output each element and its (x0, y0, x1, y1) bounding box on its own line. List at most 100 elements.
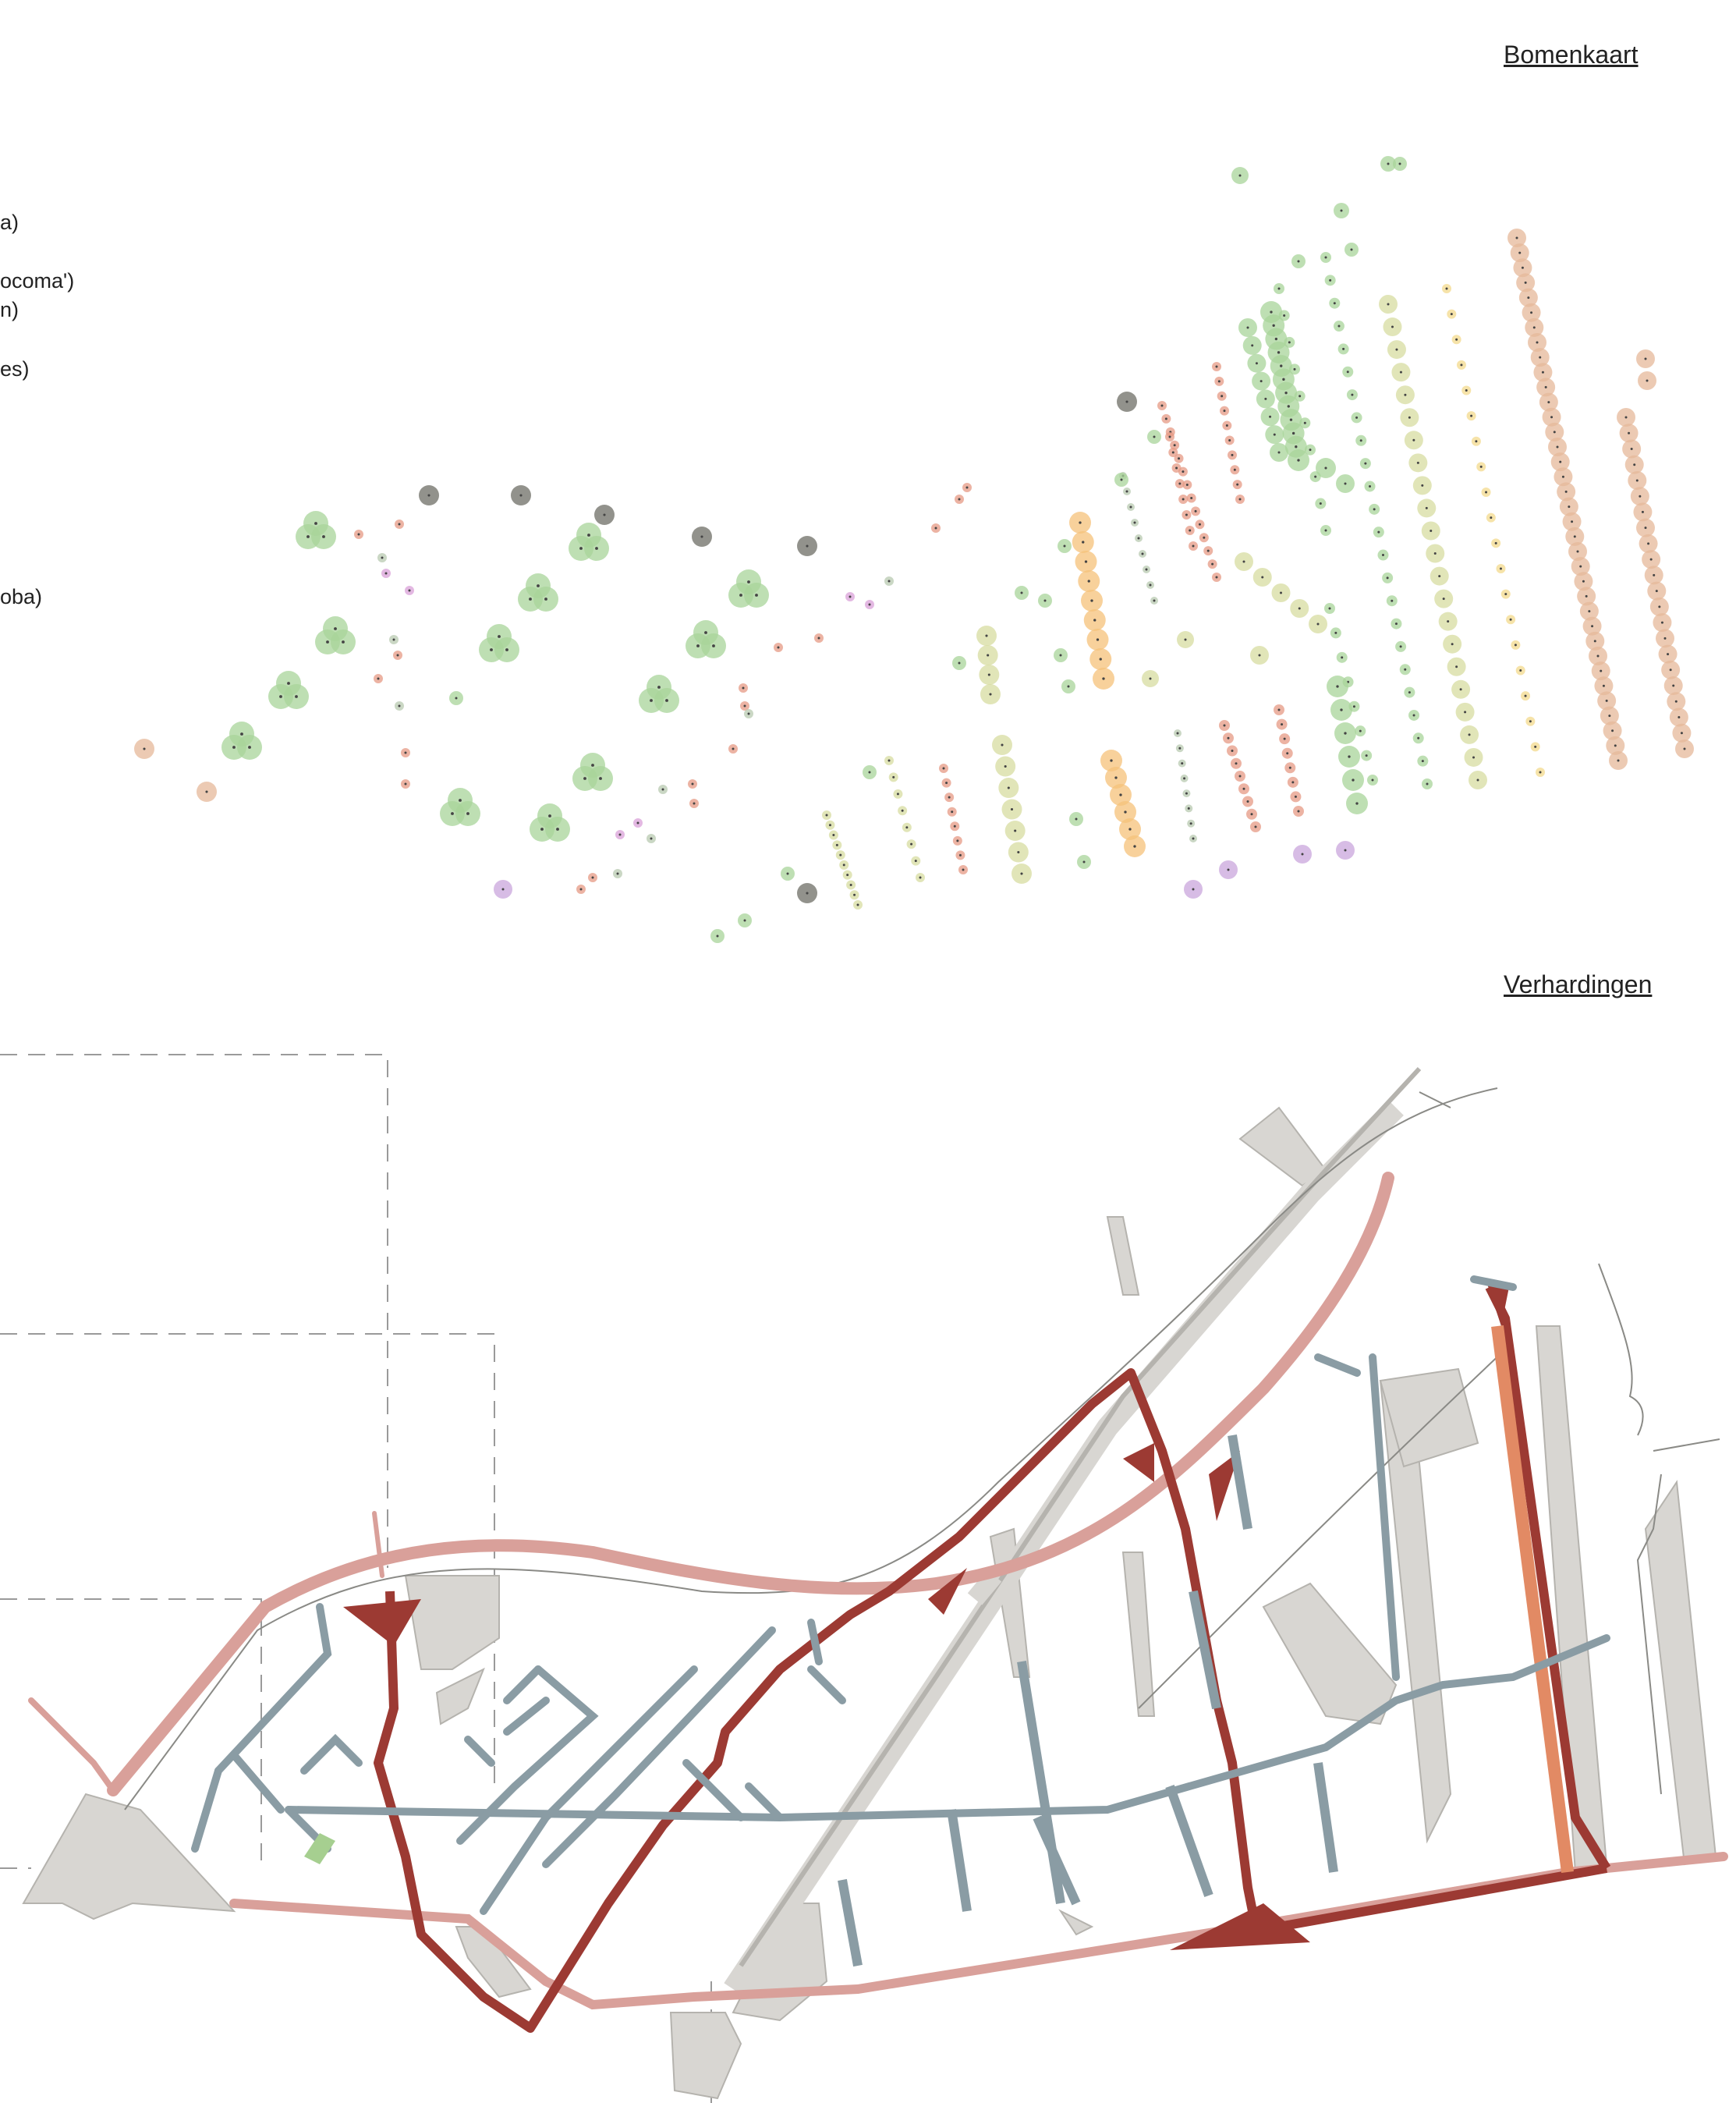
tree-icon (1451, 679, 1471, 699)
tree-icon (692, 527, 712, 547)
tree-icon (1338, 746, 1360, 768)
tree-icon (1518, 288, 1538, 307)
tree-icon (1185, 804, 1193, 813)
tree-icon (374, 674, 383, 683)
tree-icon (381, 569, 391, 578)
tree-icon (1230, 465, 1240, 475)
tree-icon (1628, 470, 1647, 490)
tree-icon (1464, 747, 1483, 767)
tree-icon (1430, 566, 1449, 586)
tree-icon (1114, 473, 1128, 487)
tree-icon (1004, 821, 1026, 841)
tree-icon (1525, 716, 1536, 726)
tree-icon (1603, 721, 1622, 740)
tree-icon (1212, 362, 1221, 371)
tree-icon (1386, 595, 1398, 607)
edge-paths (28, 1172, 1728, 2010)
tree-icon (740, 701, 749, 711)
tree-icon (1081, 590, 1103, 612)
light-road-band (724, 1066, 1422, 1995)
tree-icon (1442, 284, 1451, 293)
tree-icon (1559, 497, 1578, 516)
tree-icon (1217, 391, 1227, 401)
tree-icon (1187, 819, 1196, 828)
tree-icon (405, 586, 414, 595)
tree-icon (1364, 481, 1376, 492)
tree-icon (1387, 340, 1406, 360)
tree-icon (1525, 317, 1544, 337)
tree-icon (395, 701, 404, 711)
tree-icon (995, 756, 1016, 777)
tree-icon (1174, 729, 1182, 737)
tree-icon (1369, 503, 1380, 515)
tree-icon (931, 523, 941, 533)
tree-icon (449, 691, 463, 705)
tree-icon (1219, 720, 1230, 731)
tree-icon (1199, 533, 1209, 543)
tree-icon (389, 635, 399, 644)
tree-icon (1412, 732, 1424, 744)
tree-cluster-icon (303, 511, 328, 536)
tree-icon (1639, 534, 1658, 553)
tree-icon (1346, 389, 1358, 401)
tree-icon (1203, 546, 1213, 556)
tree-icon (1287, 776, 1298, 788)
tree-icon (1636, 518, 1655, 537)
tree-icon (958, 865, 968, 874)
tree-icon (197, 782, 217, 802)
tree-icon (1252, 371, 1271, 391)
tree-icon (1591, 661, 1610, 681)
tree-icon (998, 778, 1019, 798)
tree-icon (1117, 392, 1137, 412)
tree-icon (1247, 353, 1267, 373)
tree-icon (1481, 488, 1491, 498)
tree-icon (1274, 283, 1284, 294)
legend-entry-2: ocoma') (0, 269, 75, 293)
tree-icon (1336, 474, 1355, 493)
tree-icon (1231, 167, 1249, 184)
tree-icon (1658, 644, 1678, 664)
tree-icon (863, 765, 877, 779)
tree-icon (1250, 646, 1269, 665)
tree-icon (955, 850, 965, 860)
tree-icon (1168, 448, 1178, 457)
tree-icon (1647, 581, 1667, 601)
tree-icon (1542, 407, 1561, 427)
tree-icon (744, 709, 753, 718)
tree-icon (977, 645, 998, 665)
tree-icon (1235, 771, 1245, 782)
tree-icon (835, 850, 845, 860)
tree-icon (1182, 480, 1192, 490)
tree-icon (401, 779, 410, 789)
tree-icon (1250, 821, 1261, 832)
tree-icon (1143, 566, 1150, 573)
tree-icon (1270, 443, 1288, 462)
tree-icon (647, 834, 656, 843)
tree-icon (1072, 531, 1094, 553)
tree-cluster-icon (323, 616, 348, 641)
tree-icon (839, 860, 849, 870)
tree-cluster-icon (576, 523, 601, 548)
tree-icon (1400, 408, 1419, 427)
tree-cluster-icon (580, 753, 605, 778)
tree-icon (1246, 808, 1257, 820)
tree-icon (1184, 880, 1203, 899)
tree-icon (1404, 686, 1415, 698)
tree-cluster-icon (537, 803, 562, 828)
tree-icon (1345, 243, 1359, 257)
tree-icon (1231, 757, 1242, 769)
tree-icon (1412, 476, 1432, 495)
tree-icon (893, 789, 903, 799)
tree-icon (1451, 335, 1461, 345)
tree-icon (1663, 676, 1683, 696)
tree-icon (1530, 742, 1540, 752)
tree-icon (1471, 436, 1481, 446)
tree-icon (1232, 480, 1242, 490)
tree-icon (797, 536, 817, 556)
parallel-strips (838, 1435, 1338, 1967)
tree-icon (1460, 725, 1479, 744)
tree-icon (845, 592, 855, 601)
tree-icon (1380, 156, 1396, 172)
tree-icon (1324, 275, 1336, 286)
tree-icon (1290, 599, 1309, 618)
